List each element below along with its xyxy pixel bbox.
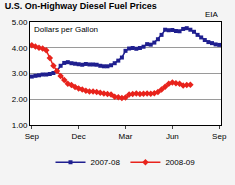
svg-text:EIA: EIA [205,10,219,19]
svg-text:2007-08: 2007-08 [91,158,121,167]
svg-text:Dec: Dec [72,132,86,141]
svg-text:Jun: Jun [166,132,179,141]
svg-text:U.S. On-Highway Diesel Fuel Pr: U.S. On-Highway Diesel Fuel Prices [5,1,157,11]
svg-text:2.00: 2.00 [12,95,28,104]
svg-text:5.00: 5.00 [12,18,28,27]
svg-text:Sep: Sep [25,132,40,141]
svg-text:Dollars per Gallon: Dollars per Gallon [34,25,98,34]
svg-text:Mar: Mar [119,132,133,141]
svg-text:2008-09: 2008-09 [165,158,195,167]
svg-text:3.00: 3.00 [12,69,28,78]
svg-text:1.00: 1.00 [12,121,28,130]
svg-text:4.00: 4.00 [12,44,28,53]
svg-text:Sep: Sep [212,132,227,141]
